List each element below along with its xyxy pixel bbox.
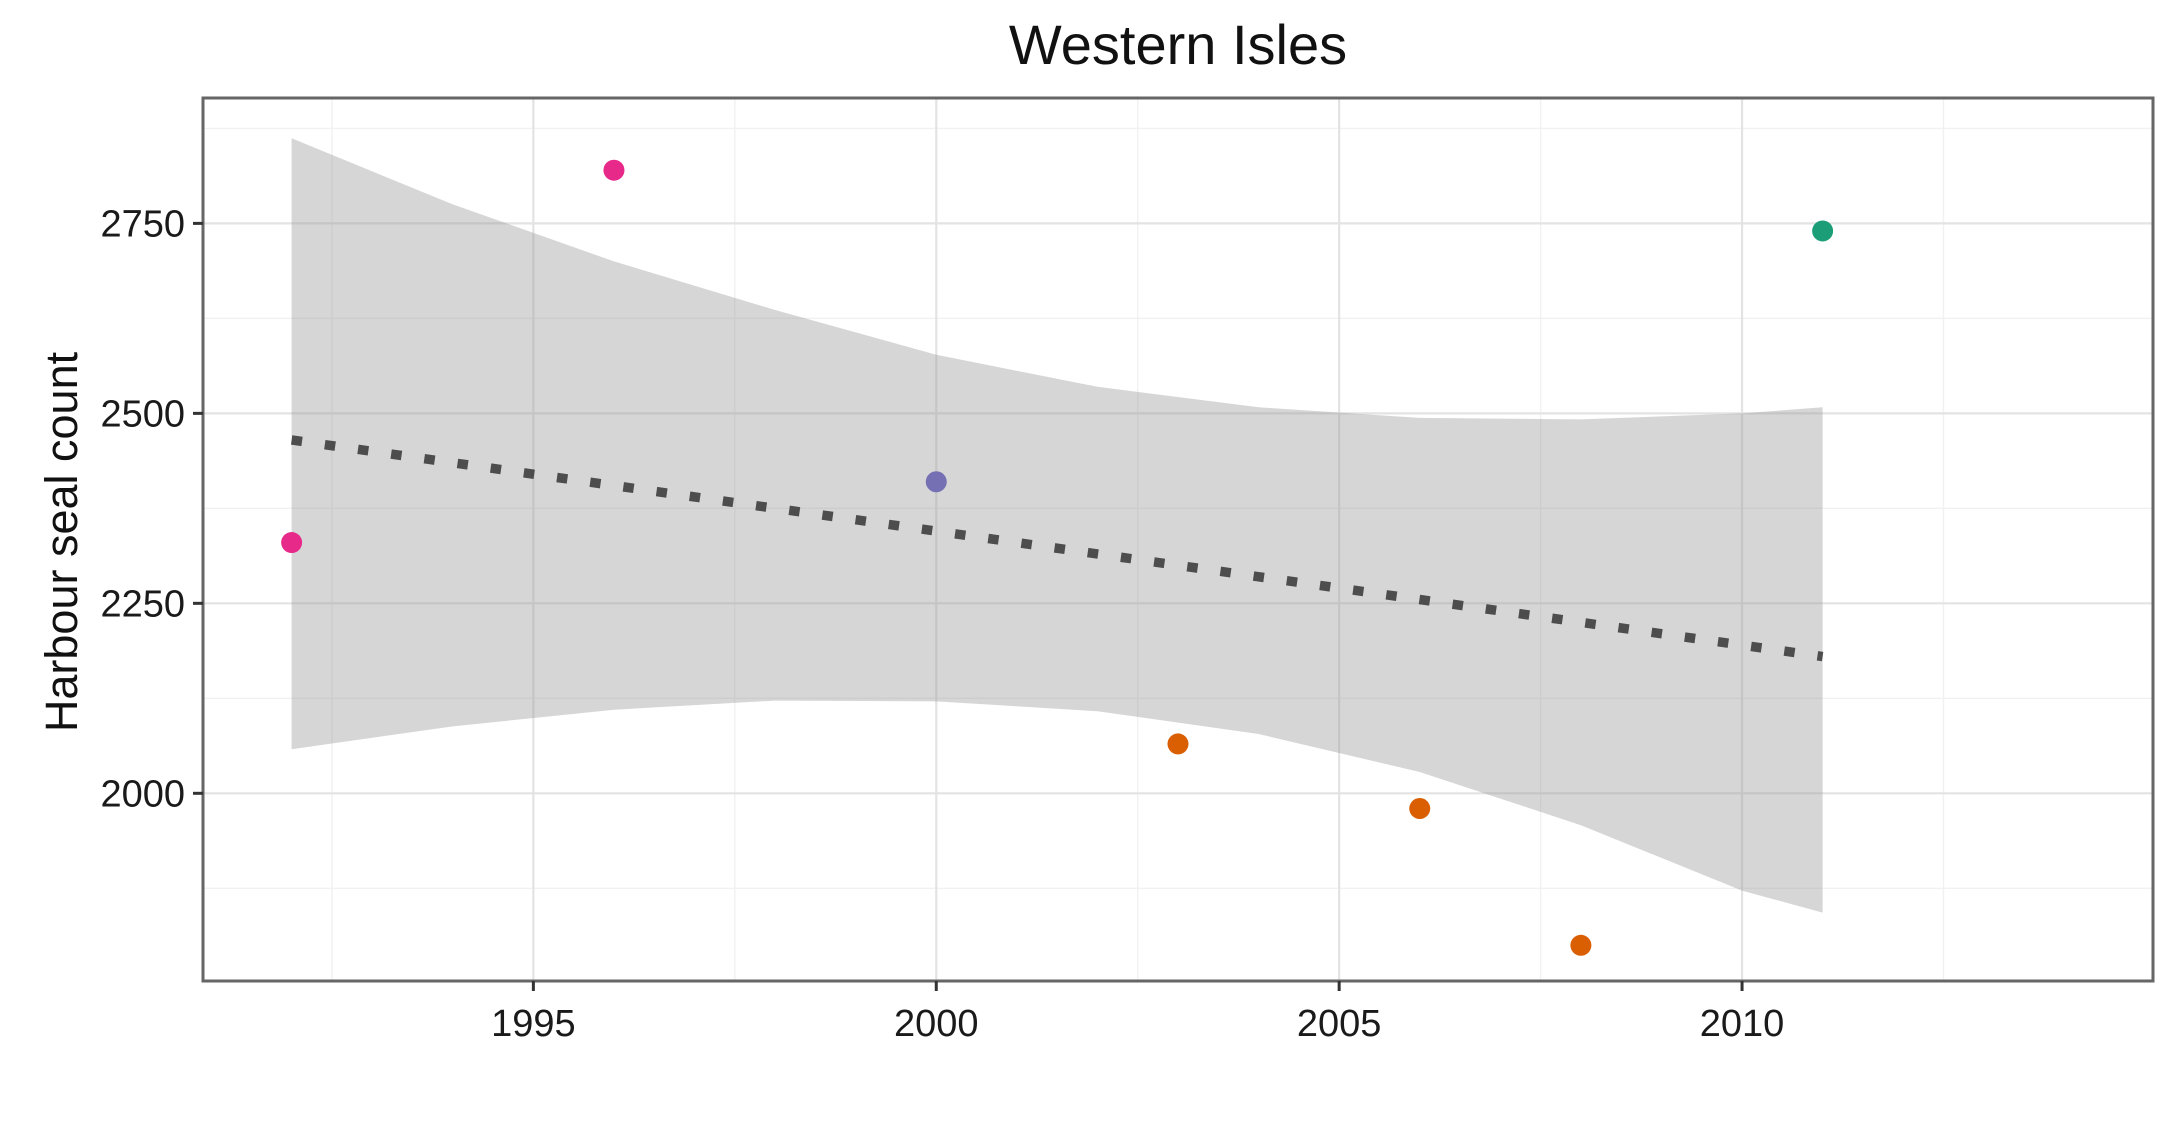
data-point (281, 532, 303, 554)
panel-border (201, 96, 2155, 983)
y-tick-label: 2250 (100, 583, 185, 625)
data-point (1409, 798, 1431, 820)
data-point (925, 471, 947, 493)
data-point (1167, 733, 1189, 755)
x-tick-label: 2010 (1700, 1003, 1785, 1045)
y-axis-title: Harbour seal count (36, 351, 87, 733)
y-tick-label: 2000 (100, 773, 185, 815)
x-tick-label: 1995 (491, 1003, 576, 1045)
trend-line (290, 435, 1824, 662)
data-point (1570, 934, 1592, 956)
confidence-band (291, 138, 1823, 913)
chart-title: Western Isles (1008, 13, 1348, 76)
data-point (603, 159, 625, 181)
data-point (1812, 220, 1834, 242)
y-tick-label: 2500 (100, 393, 185, 435)
panel-background (203, 98, 2153, 981)
x-tick-label: 2000 (894, 1003, 979, 1045)
x-tick-label: 2005 (1297, 1003, 1382, 1045)
y-tick-label: 2750 (100, 203, 185, 245)
